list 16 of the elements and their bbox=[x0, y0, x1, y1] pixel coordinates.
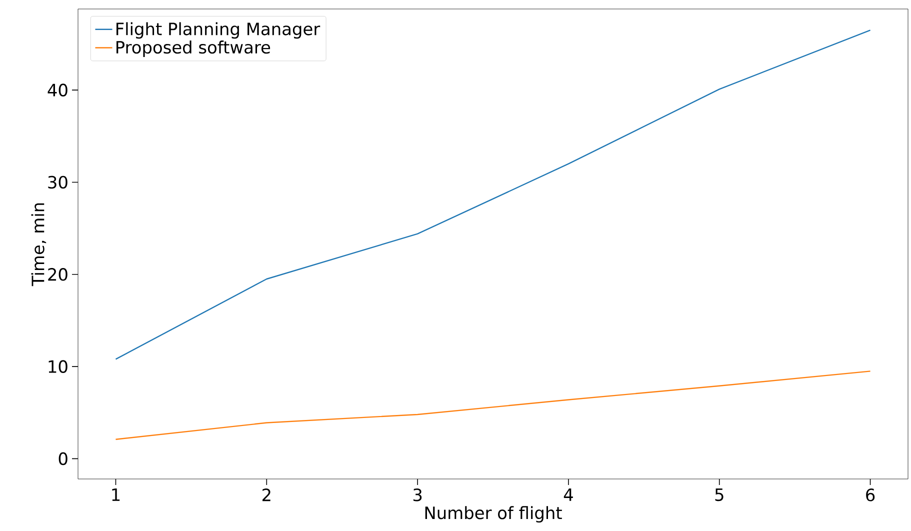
legend-label: Flight Planning Manager bbox=[116, 22, 320, 39]
x-tick-label: 2 bbox=[262, 488, 270, 502]
x-tick-label: 6 bbox=[866, 488, 875, 502]
x-tick-label: 3 bbox=[413, 488, 422, 502]
y-tick-label: 30 bbox=[48, 176, 68, 189]
x-tick-label: 4 bbox=[564, 488, 573, 501]
x-tick-label: 1 bbox=[112, 488, 120, 501]
y-tick-label: 40 bbox=[48, 84, 68, 96]
x-tick-label: 5 bbox=[715, 488, 724, 502]
y-axis-title: Time, min bbox=[31, 203, 46, 286]
y-tick-label: 0 bbox=[58, 452, 68, 466]
legend-label: Proposed software bbox=[116, 40, 270, 57]
x-axis-title: Number of flight bbox=[425, 506, 562, 523]
y-tick-label: 10 bbox=[48, 360, 68, 373]
y-tick-label: 20 bbox=[48, 268, 68, 281]
line-series bbox=[115, 370, 871, 440]
